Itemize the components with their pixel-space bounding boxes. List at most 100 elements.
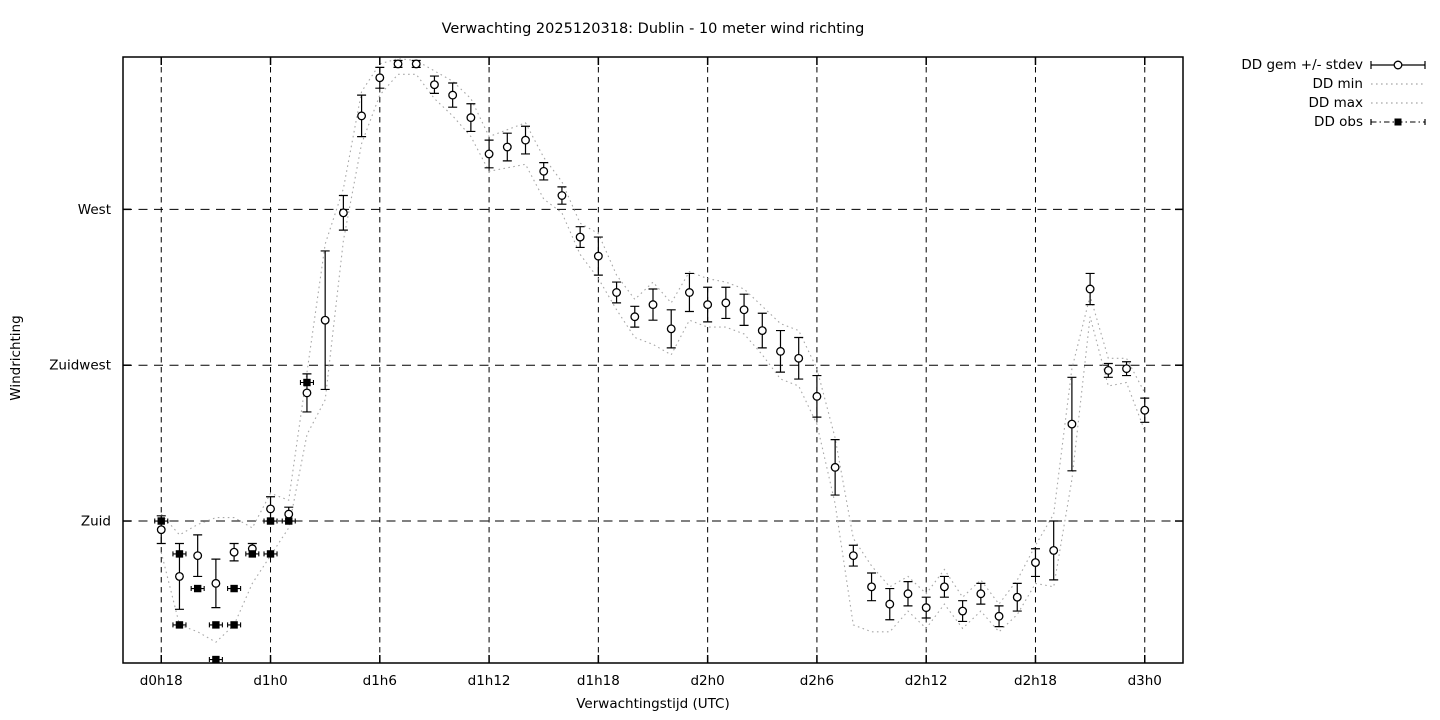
gem-point: [666, 324, 676, 334]
legend-label-max: DD max: [1308, 94, 1364, 111]
gem-point: [848, 551, 858, 561]
obs-point: [175, 621, 184, 629]
gem-point: [411, 59, 421, 69]
legend-label-obs: DD obs: [1314, 113, 1363, 130]
gem-point: [320, 315, 330, 325]
x-tick-label: d2h6: [800, 673, 834, 689]
gem-point: [958, 606, 968, 616]
gem-point: [484, 149, 494, 159]
gem-point: [794, 353, 804, 363]
gem-point: [721, 298, 731, 308]
gem-point: [211, 578, 221, 588]
obs-point: [193, 584, 202, 593]
gem-point: [557, 191, 567, 200]
gem-point: [1122, 364, 1131, 374]
obs-point: [212, 621, 220, 629]
gem-point: [903, 589, 913, 599]
x-tick-label: d1h0: [253, 673, 287, 689]
gem-point: [229, 547, 239, 557]
gem-point: [1049, 546, 1059, 555]
obs-point: [266, 517, 275, 525]
x-tick-label: d1h12: [468, 673, 511, 689]
dashdot-square-icon: [1370, 115, 1426, 129]
legend-row-gem: DD gem +/- stdev: [1241, 55, 1426, 74]
gem-point: [994, 611, 1004, 621]
legend-label-gem: DD gem +/- stdev: [1241, 56, 1363, 73]
obs-point: [175, 550, 184, 558]
dotted-line-icon: [1370, 77, 1426, 91]
dotted-line-icon: [1370, 96, 1426, 110]
gem-point: [521, 135, 530, 145]
gem-point: [739, 305, 749, 315]
gem-point: [776, 346, 785, 356]
x-tick-label: d3h0: [1128, 673, 1162, 689]
gem-point: [266, 504, 275, 514]
gem-point: [448, 90, 458, 100]
gem-point: [867, 582, 877, 592]
gem-point: [684, 288, 694, 297]
gem-point: [1067, 419, 1077, 429]
gem-point: [175, 571, 184, 581]
gem-point: [976, 589, 986, 599]
gem-point: [575, 232, 585, 242]
gem-point: [1085, 284, 1095, 294]
legend-row-obs: DD obs: [1241, 112, 1426, 131]
gem-point: [429, 80, 439, 90]
obs-point: [230, 584, 238, 593]
obs-point: [248, 550, 257, 558]
gem-point: [302, 388, 312, 398]
gem-point: [539, 166, 549, 176]
errorbar-circle-icon: [1370, 58, 1426, 72]
gem-point: [1031, 558, 1040, 568]
gem-point: [193, 551, 203, 561]
gem-point: [156, 525, 166, 535]
obs-point: [266, 550, 275, 558]
legend-row-max: DD max: [1241, 93, 1426, 112]
gem-point: [612, 288, 622, 297]
gem-point: [1140, 405, 1150, 415]
gem-point: [393, 59, 403, 69]
x-axis-label: Verwachtingstijd (UTC): [576, 696, 730, 712]
plot-border: [122, 56, 1184, 664]
obs-point: [157, 517, 165, 525]
gem-point: [757, 326, 767, 336]
gem-point: [703, 300, 713, 310]
legend: DD gem +/- stdev DD min DD max: [1241, 55, 1426, 131]
gem-point: [921, 603, 931, 613]
gem-point: [812, 391, 822, 401]
gem-point: [593, 251, 603, 261]
gem-point: [939, 582, 949, 592]
x-tick-label: d1h6: [363, 673, 397, 689]
gem-point: [1012, 592, 1022, 602]
x-tick-label: d0h18: [140, 673, 183, 689]
gem-point: [830, 462, 840, 472]
obs-point: [212, 655, 220, 664]
x-tick-label: d2h12: [905, 673, 948, 689]
legend-row-min: DD min: [1241, 74, 1426, 93]
gem-point: [357, 111, 367, 121]
y-tick-label: Zuid: [81, 514, 111, 530]
gem-point: [375, 73, 385, 83]
gem-point: [466, 113, 476, 123]
gem-point: [885, 599, 895, 609]
gem-point: [502, 142, 512, 152]
y-tick-label: West: [78, 202, 111, 218]
obs-point: [285, 517, 293, 525]
gem-point: [630, 312, 640, 322]
y-axis-label: Windrichting: [8, 315, 24, 401]
legend-label-min: DD min: [1312, 75, 1363, 92]
x-tick-label: d1h18: [577, 673, 620, 689]
dd-min-line: [160, 73, 1146, 643]
chart-title: Verwachting 2025120318: Dublin - 10 mete…: [441, 21, 865, 37]
gem-point: [648, 300, 658, 310]
x-tick-label: d2h18: [1014, 673, 1057, 689]
obs-point: [230, 621, 238, 629]
dd-max-line: [160, 58, 1146, 606]
gem-point: [338, 208, 348, 218]
y-tick-label: Zuidwest: [49, 358, 111, 374]
gem-point: [1103, 365, 1113, 375]
gem-point: [284, 509, 294, 519]
x-tick-label: d2h0: [690, 673, 724, 689]
